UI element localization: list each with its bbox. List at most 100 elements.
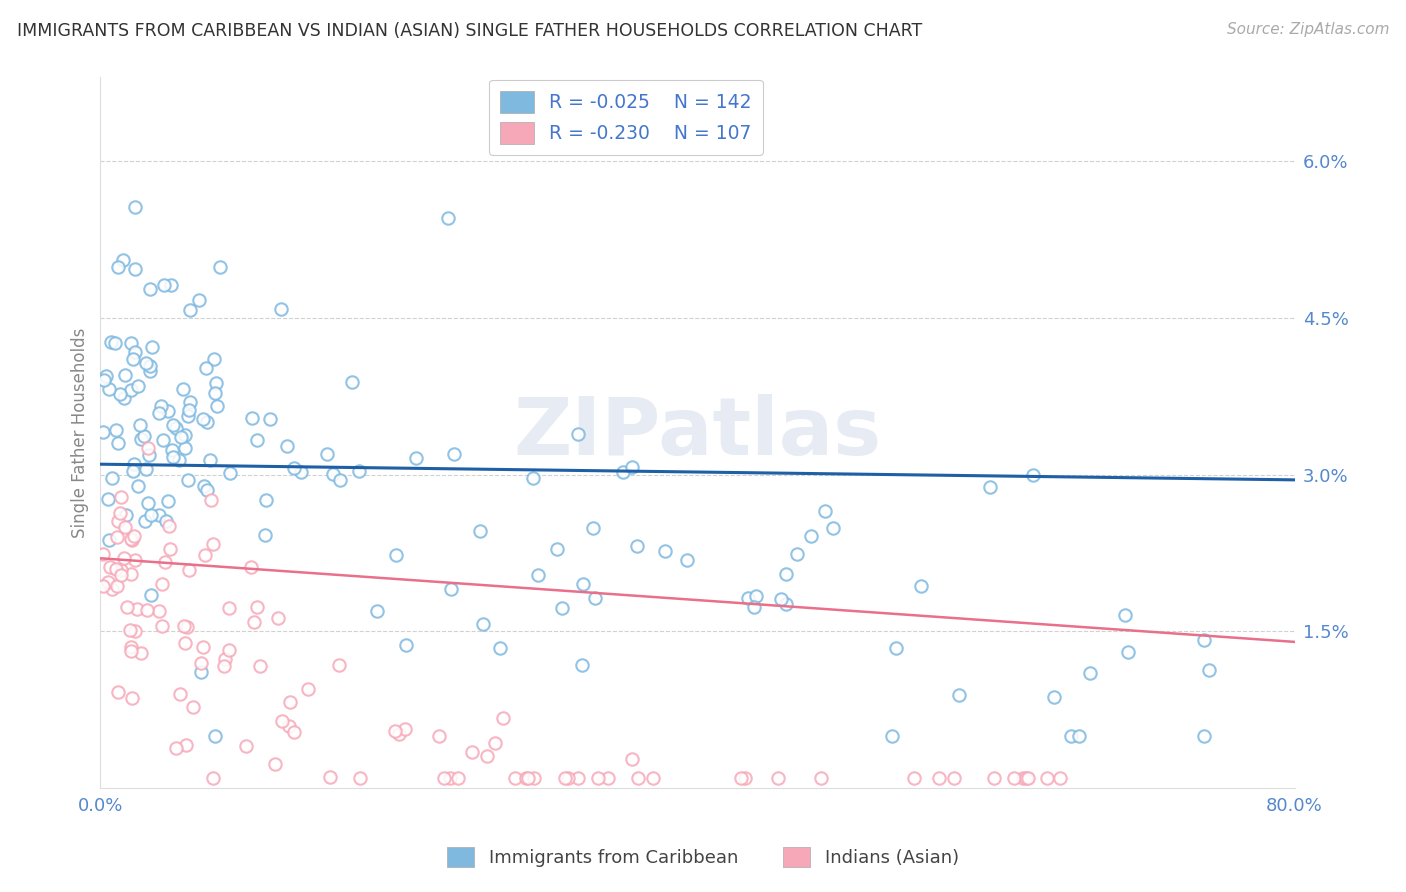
- Point: [910, 579, 932, 593]
- Point: [153, 277, 176, 292]
- Point: [127, 479, 149, 493]
- Point: [104, 336, 127, 351]
- Point: [1192, 729, 1215, 743]
- Point: [162, 450, 184, 464]
- Point: [121, 383, 143, 397]
- Point: [173, 619, 195, 633]
- Point: [121, 533, 143, 547]
- Point: [315, 447, 337, 461]
- Legend: R = -0.025    N = 142, R = -0.230    N = 107: R = -0.025 N = 142, R = -0.230 N = 107: [489, 79, 762, 155]
- Point: [162, 417, 184, 432]
- Point: [204, 385, 226, 400]
- Point: [388, 726, 411, 740]
- Point: [108, 386, 131, 401]
- Point: [249, 659, 271, 673]
- Point: [191, 640, 214, 654]
- Point: [120, 567, 142, 582]
- Point: [903, 771, 925, 785]
- Point: [114, 520, 136, 534]
- Point: [586, 771, 609, 785]
- Point: [800, 529, 823, 543]
- Point: [546, 541, 568, 556]
- Point: [290, 465, 312, 479]
- Point: [737, 591, 759, 606]
- Point: [1043, 690, 1066, 704]
- Point: [554, 771, 576, 785]
- Point: [526, 568, 548, 582]
- Point: [366, 604, 388, 618]
- Point: [190, 656, 212, 670]
- Point: [114, 368, 136, 383]
- Point: [135, 356, 157, 370]
- Point: [643, 771, 665, 785]
- Point: [567, 426, 589, 441]
- Point: [107, 260, 129, 275]
- Point: [134, 514, 156, 528]
- Point: [349, 771, 371, 785]
- Point: [246, 599, 269, 614]
- Point: [139, 282, 162, 296]
- Point: [516, 771, 538, 785]
- Point: [742, 600, 765, 615]
- Point: [243, 615, 266, 630]
- Point: [195, 415, 218, 429]
- Point: [193, 478, 215, 492]
- Point: [194, 548, 217, 562]
- Point: [141, 588, 163, 602]
- Point: [583, 591, 606, 606]
- Point: [124, 624, 146, 638]
- Point: [155, 514, 177, 528]
- Point: [620, 752, 643, 766]
- Point: [122, 352, 145, 367]
- Point: [194, 361, 217, 376]
- Point: [150, 577, 173, 591]
- Point: [157, 493, 180, 508]
- Point: [112, 253, 135, 268]
- Point: [492, 711, 515, 725]
- Point: [328, 658, 350, 673]
- Point: [676, 553, 699, 567]
- Point: [176, 620, 198, 634]
- Point: [329, 473, 352, 487]
- Point: [347, 464, 370, 478]
- Point: [91, 425, 114, 439]
- Point: [127, 379, 149, 393]
- Point: [267, 611, 290, 625]
- Point: [270, 302, 292, 317]
- Point: [283, 461, 305, 475]
- Point: [198, 453, 221, 467]
- Point: [218, 466, 240, 480]
- Point: [101, 582, 124, 597]
- Point: [239, 560, 262, 574]
- Point: [115, 508, 138, 523]
- Point: [179, 395, 201, 409]
- Point: [160, 278, 183, 293]
- Point: [177, 409, 200, 423]
- Point: [461, 745, 484, 759]
- Point: [188, 293, 211, 307]
- Point: [191, 412, 214, 426]
- Point: [202, 351, 225, 366]
- Point: [124, 201, 146, 215]
- Point: [177, 473, 200, 487]
- Point: [120, 335, 142, 350]
- Point: [1017, 771, 1039, 785]
- Point: [1012, 771, 1035, 785]
- Point: [477, 749, 499, 764]
- Point: [200, 493, 222, 508]
- Point: [136, 441, 159, 455]
- Point: [218, 600, 240, 615]
- Point: [775, 566, 797, 581]
- Point: [155, 555, 177, 569]
- Point: [139, 359, 162, 374]
- Point: [98, 559, 121, 574]
- Point: [983, 771, 1005, 785]
- Point: [283, 724, 305, 739]
- Point: [105, 562, 128, 576]
- Point: [169, 453, 191, 467]
- Point: [120, 533, 142, 547]
- Point: [122, 528, 145, 542]
- Point: [112, 550, 135, 565]
- Point: [557, 771, 579, 785]
- Point: [572, 577, 595, 591]
